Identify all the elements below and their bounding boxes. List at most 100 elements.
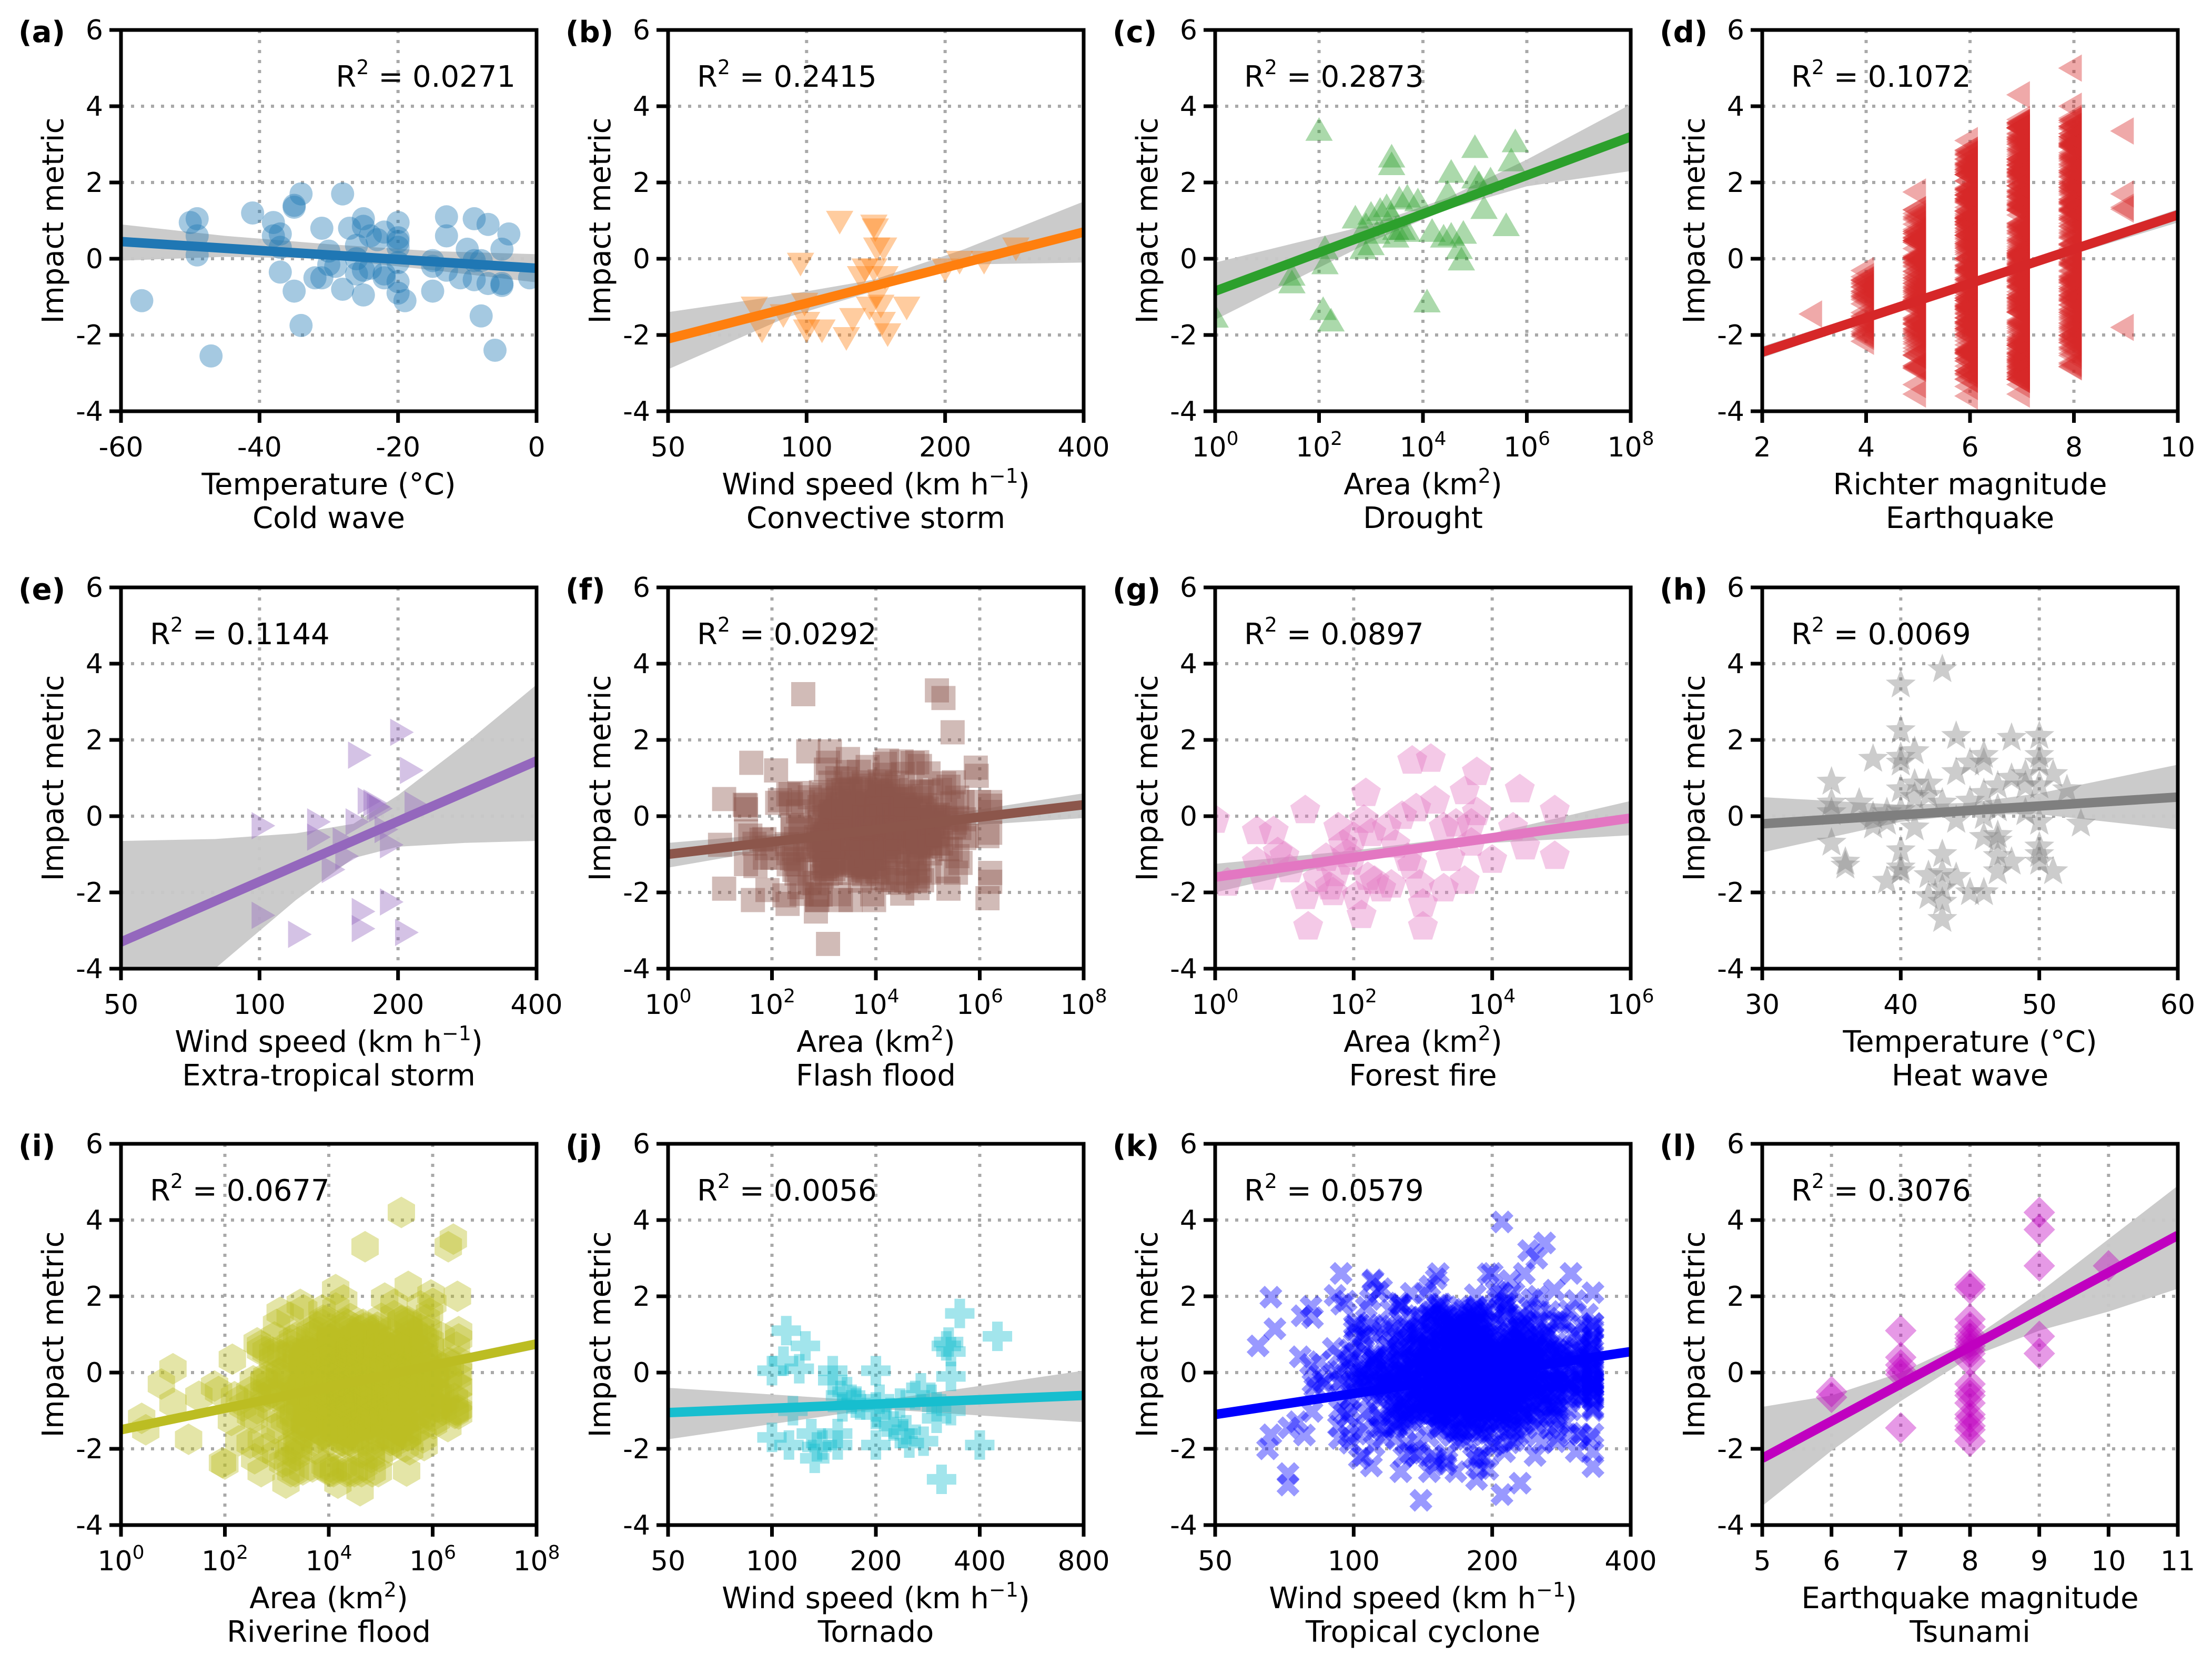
data-point — [364, 1404, 392, 1436]
data-point — [429, 1394, 457, 1426]
data-point — [2006, 193, 2030, 221]
data-point — [282, 1439, 310, 1471]
data-point — [416, 1370, 443, 1403]
data-point — [868, 312, 896, 336]
data-point — [2006, 239, 2030, 267]
regression-line — [1762, 210, 2178, 357]
data-point — [357, 1326, 385, 1358]
data-point — [346, 1333, 374, 1364]
data-point — [399, 1368, 427, 1400]
data-point — [1902, 310, 1926, 338]
data-point — [2058, 324, 2082, 352]
data-point — [779, 792, 803, 817]
data-point — [2006, 178, 2030, 206]
data-point — [421, 1391, 449, 1423]
data-point — [308, 1294, 336, 1326]
data-point — [2058, 262, 2082, 290]
y-tick-label: -4 — [76, 1510, 103, 1541]
data-point — [1954, 198, 1978, 226]
data-point — [2052, 774, 2082, 803]
data-point — [292, 1417, 320, 1449]
data-point — [2006, 268, 2030, 296]
data-point — [250, 1365, 278, 1397]
data-point — [1286, 1410, 1309, 1434]
data-point — [483, 339, 507, 362]
data-point — [385, 1415, 413, 1447]
grid — [1215, 587, 1631, 969]
data-point — [860, 805, 885, 830]
data-point — [367, 1387, 394, 1419]
data-point — [846, 806, 871, 830]
data-point — [350, 1450, 378, 1482]
data-point — [838, 861, 863, 886]
data-point — [1902, 325, 1926, 353]
data-point — [2006, 211, 2030, 239]
data-point — [361, 1397, 389, 1429]
data-point — [913, 793, 937, 817]
data-point — [355, 1390, 383, 1422]
data-point — [906, 864, 931, 889]
data-point — [891, 802, 916, 827]
data-point — [2058, 298, 2082, 326]
data-point — [866, 800, 891, 825]
data-point — [885, 839, 910, 864]
data-point — [294, 1338, 322, 1370]
data-point — [307, 823, 331, 851]
data-point — [417, 1279, 445, 1311]
data-point — [2006, 349, 2030, 377]
data-point — [862, 805, 887, 829]
data-point — [1418, 1342, 1441, 1366]
data-point — [2006, 359, 2030, 387]
data-point — [2058, 269, 2082, 297]
data-point — [825, 1380, 855, 1410]
data-point — [360, 1392, 388, 1424]
data-point — [903, 830, 928, 855]
data-point — [842, 789, 866, 814]
hazard-label: Tropical cyclone — [1305, 1615, 1540, 1649]
data-point — [896, 861, 920, 886]
data-point — [816, 931, 841, 956]
data-point — [311, 1334, 339, 1366]
data-point — [1493, 1296, 1517, 1319]
data-point — [1850, 277, 1874, 305]
scatter-points — [128, 1196, 472, 1507]
data-point — [1902, 354, 1926, 382]
data-point — [251, 812, 276, 840]
data-point — [1954, 310, 1978, 338]
y-tick-label: 0 — [1180, 1357, 1197, 1389]
data-point — [833, 766, 858, 791]
data-point — [352, 1399, 380, 1431]
data-point — [334, 1384, 361, 1415]
data-point — [2006, 125, 2030, 153]
data-point — [348, 741, 372, 769]
data-point — [1902, 338, 1926, 365]
data-point — [1491, 1400, 1514, 1424]
data-point — [1439, 1395, 1462, 1418]
data-point — [225, 1425, 252, 1457]
data-point — [350, 1406, 378, 1438]
data-point — [1497, 147, 1525, 171]
data-point — [1516, 1333, 1539, 1356]
data-point — [820, 834, 845, 859]
data-point — [2006, 352, 2030, 380]
data-point — [409, 1322, 437, 1354]
data-point — [317, 1328, 345, 1360]
data-point — [1954, 317, 1978, 345]
data-point — [269, 1446, 297, 1478]
data-point — [259, 1343, 287, 1375]
data-point — [175, 1423, 203, 1455]
data-point — [1452, 1388, 1476, 1411]
data-point — [910, 779, 934, 804]
data-point — [415, 1314, 442, 1346]
y-tick-label: -4 — [1170, 396, 1197, 428]
data-point — [1954, 197, 1978, 225]
data-point — [857, 795, 882, 819]
data-point — [2058, 220, 2082, 248]
data-point — [1581, 1326, 1605, 1349]
data-point — [1462, 756, 1492, 785]
data-point — [765, 790, 790, 815]
data-point — [832, 1377, 862, 1407]
x-tick-label: 200 — [919, 432, 971, 463]
data-point — [2058, 156, 2082, 184]
data-point — [1507, 1306, 1531, 1329]
